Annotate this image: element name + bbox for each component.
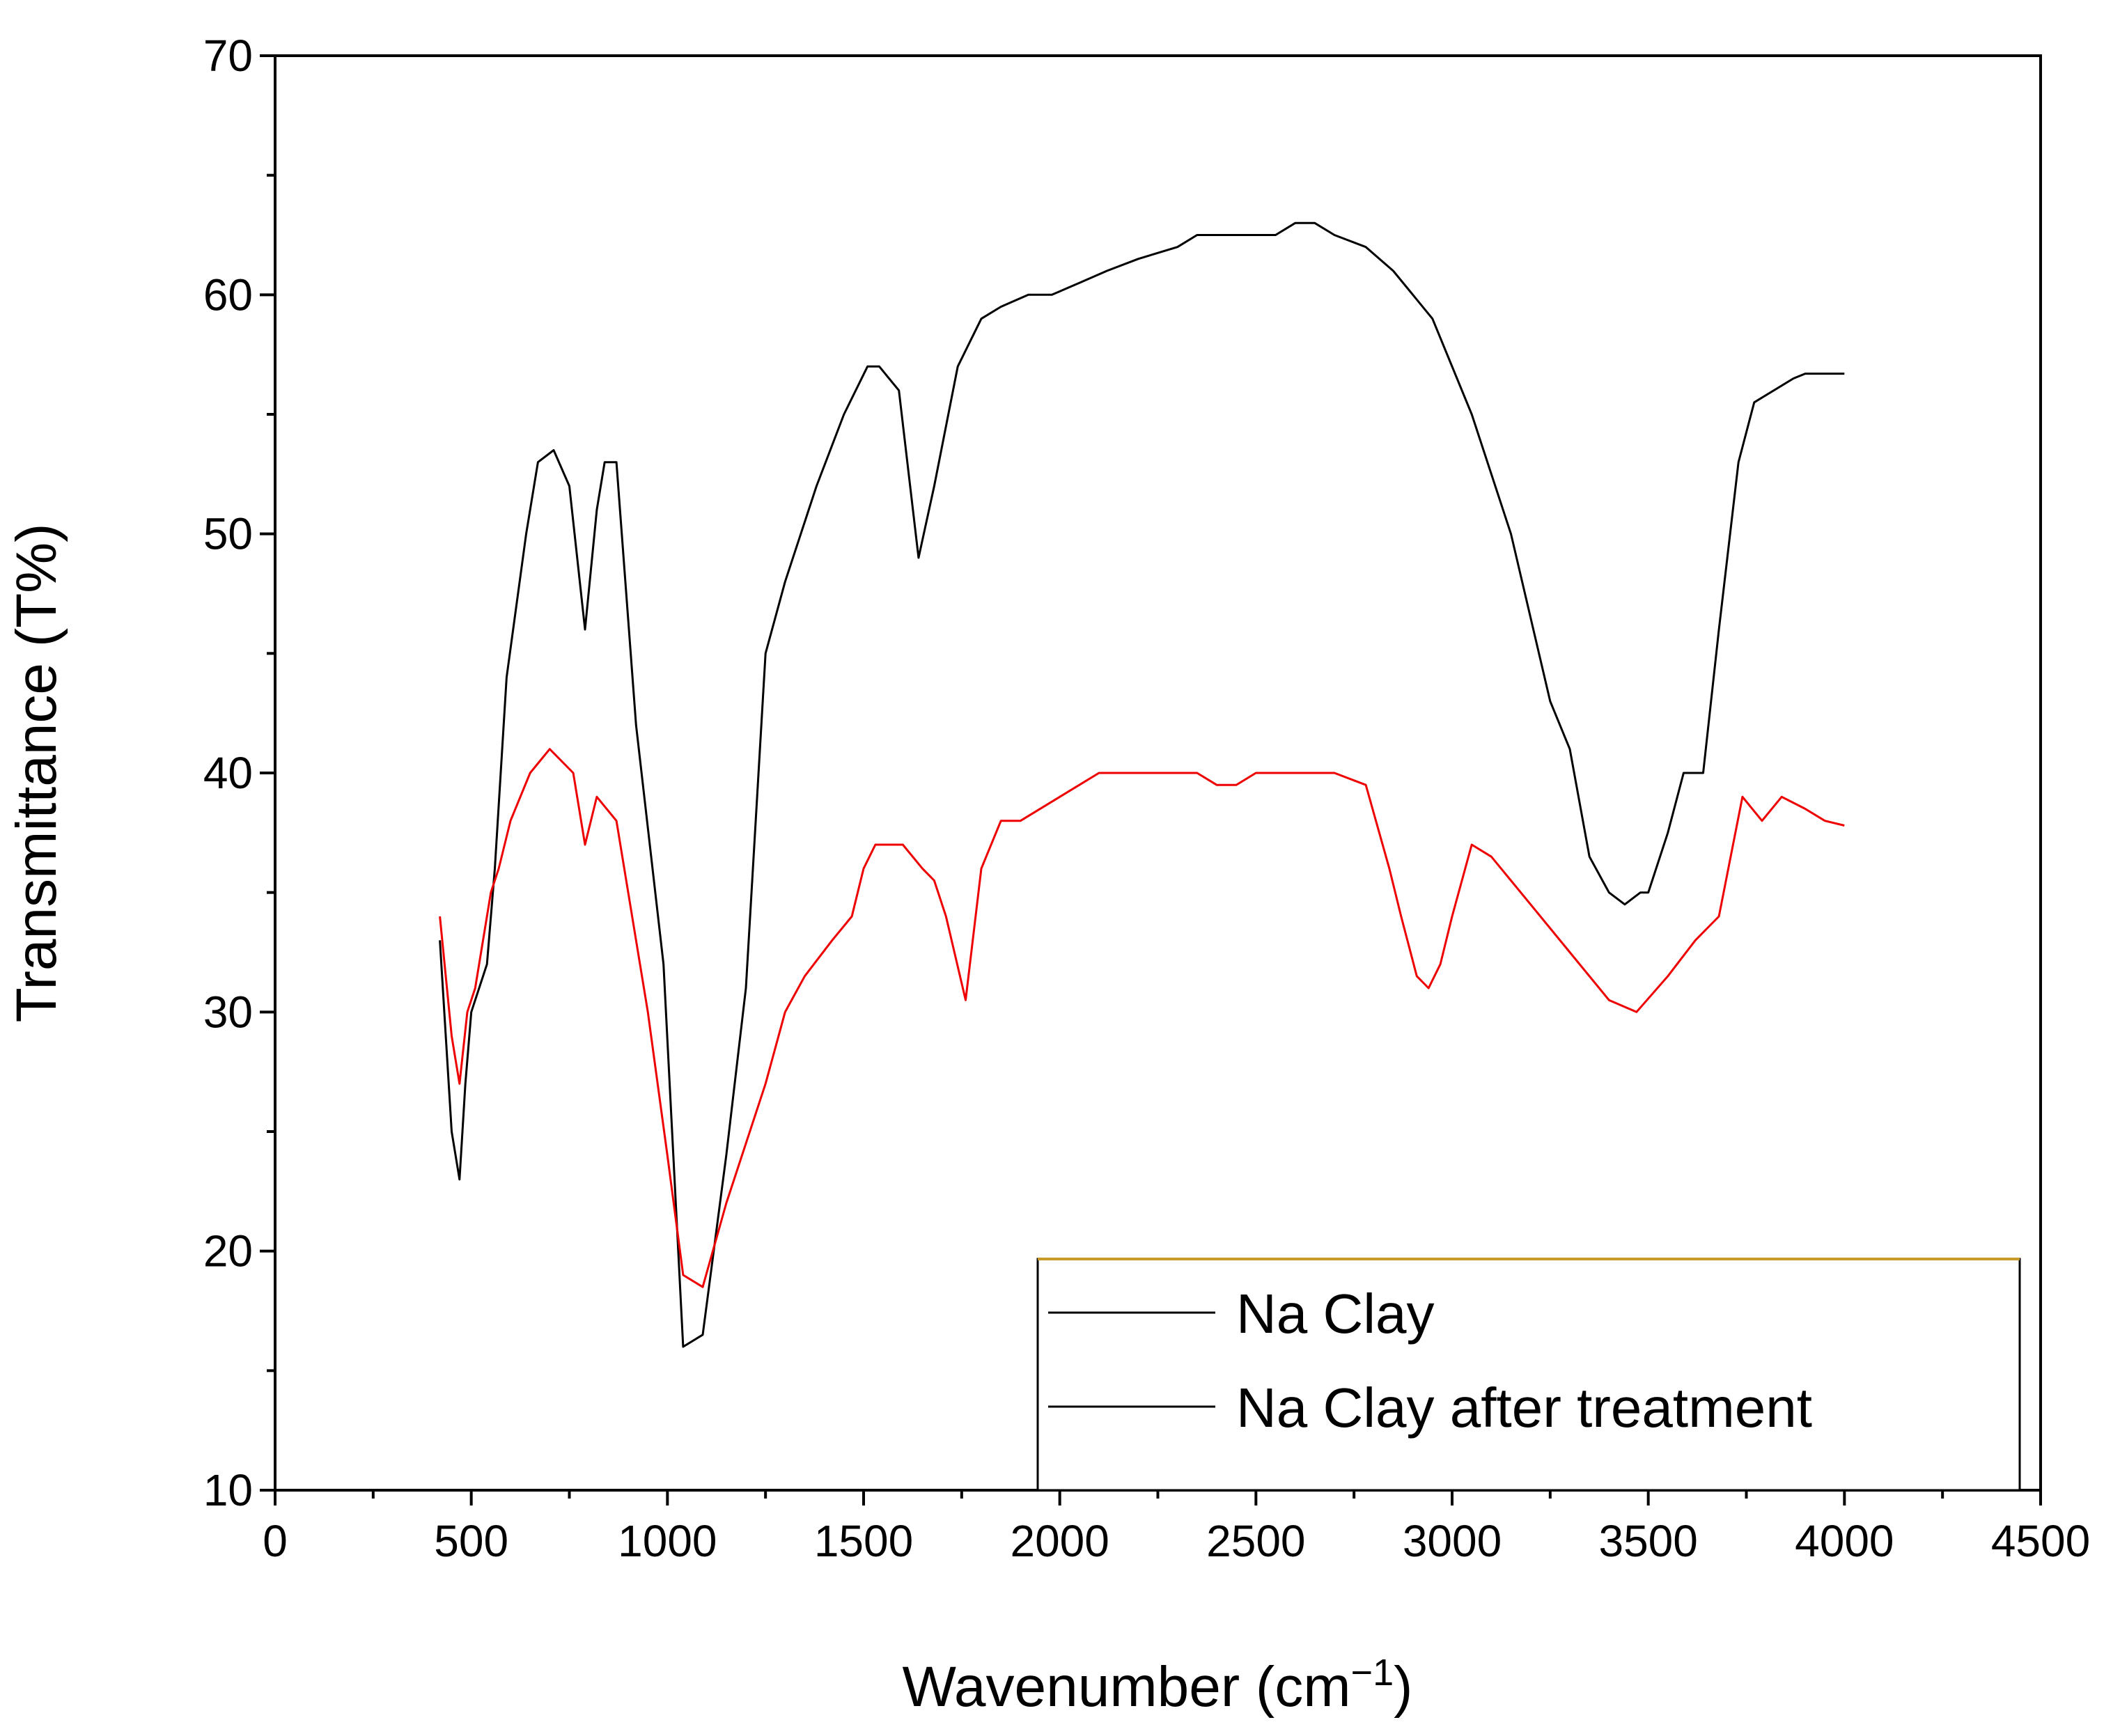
y-tick-label: 70 xyxy=(203,31,253,81)
series-line-na-clay xyxy=(439,221,1845,1348)
y-tick-label: 20 xyxy=(203,1226,253,1276)
x-axis-title-superscript: −1 xyxy=(1351,1652,1394,1694)
legend-box xyxy=(1036,1258,2021,1492)
y-tick-label: 10 xyxy=(203,1465,253,1515)
x-tick-label: 1000 xyxy=(618,1516,717,1566)
series-lines xyxy=(439,221,1845,1348)
x-axis-ticks: 0 500 1000 1500 2000 2500 3000 3500 4000 4500 xyxy=(263,1490,2090,1566)
x-tick-label: 1500 xyxy=(814,1516,913,1566)
legend-label-na-clay: Na Clay xyxy=(1236,1283,1435,1345)
y-tick-label: 30 xyxy=(203,987,253,1037)
y-tick-label: 60 xyxy=(203,269,253,320)
x-tick-label: 3000 xyxy=(1403,1516,1502,1566)
legend: Na Clay Na Clay after treatment xyxy=(1036,1258,2021,1492)
y-axis-ticks: 10 20 30 40 50 60 70 xyxy=(203,31,275,1515)
x-axis-title-close: ) xyxy=(1394,1655,1412,1719)
x-tick-label: 3500 xyxy=(1598,1516,1697,1566)
legend-label-na-clay-after-treatment: Na Clay after treatment xyxy=(1236,1377,1812,1439)
x-tick-label: 0 xyxy=(263,1516,288,1566)
series-line-na-clay-after-treatment xyxy=(439,748,1845,1288)
x-tick-label: 4500 xyxy=(1991,1516,2090,1566)
y-tick-label: 40 xyxy=(203,748,253,798)
x-axis-title-main: Wavenumber (cm xyxy=(903,1655,1351,1719)
x-tick-label: 500 xyxy=(434,1516,508,1566)
x-tick-label: 2500 xyxy=(1206,1516,1305,1566)
x-axis-title: Wavenumber (cm−1) xyxy=(903,1652,1413,1719)
x-tick-label: 4000 xyxy=(1795,1516,1894,1566)
y-axis-title: Transmittance (T%) xyxy=(5,524,68,1023)
y-tick-label: 50 xyxy=(203,509,253,559)
x-tick-label: 2000 xyxy=(1010,1516,1109,1566)
